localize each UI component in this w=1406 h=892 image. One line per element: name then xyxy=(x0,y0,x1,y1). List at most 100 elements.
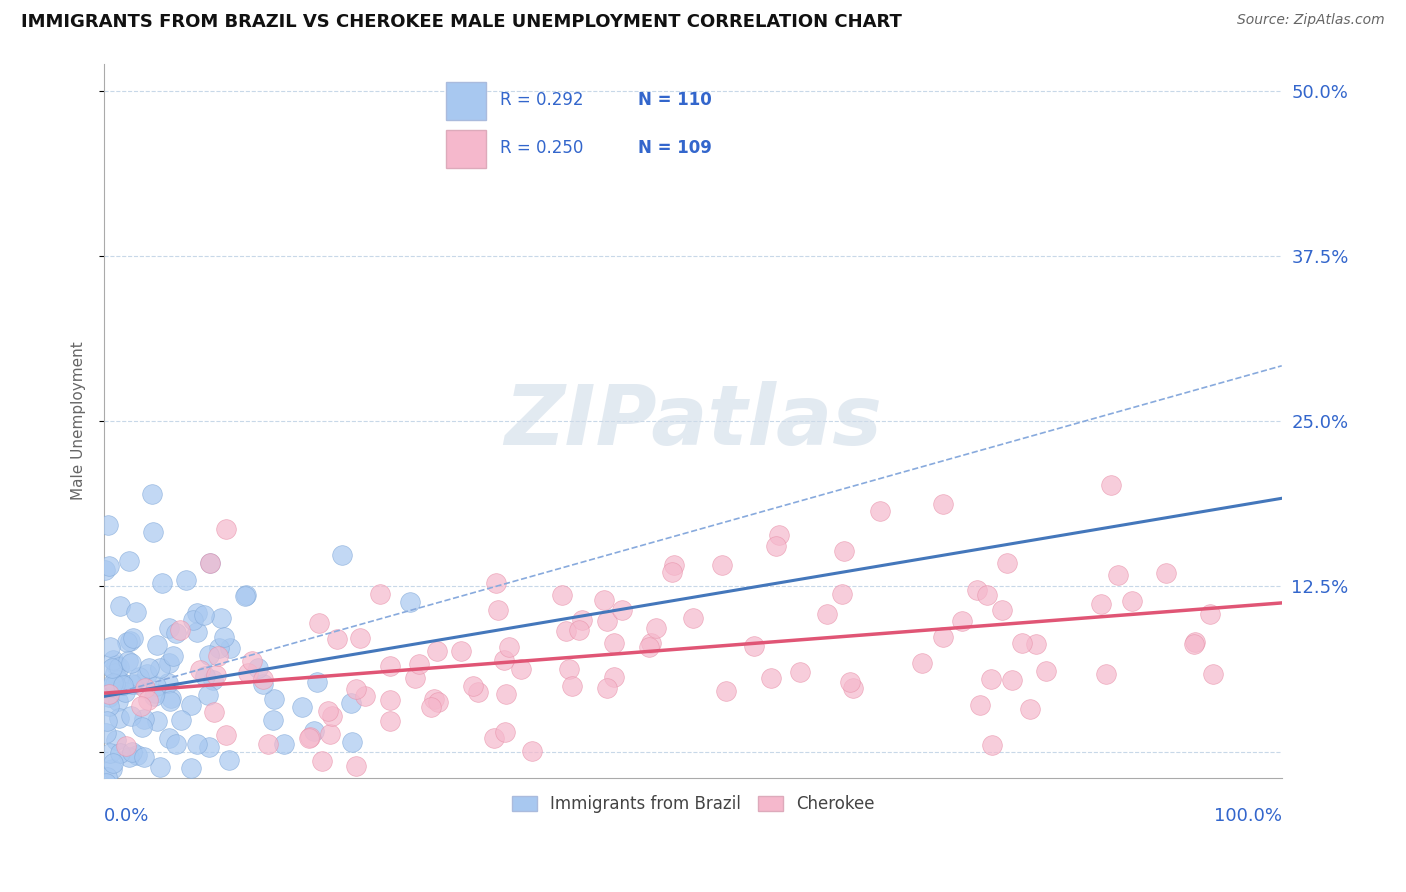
Point xyxy=(461,679,484,693)
Point xyxy=(152,576,174,591)
Point xyxy=(124,786,146,800)
Point xyxy=(204,705,226,719)
Point xyxy=(93,562,115,576)
FancyBboxPatch shape xyxy=(446,82,486,120)
Point xyxy=(682,611,704,625)
Point xyxy=(326,632,349,647)
Point xyxy=(181,613,204,627)
Point xyxy=(118,633,141,648)
Point xyxy=(193,608,215,623)
Point xyxy=(98,746,121,760)
Point xyxy=(197,688,219,702)
Point xyxy=(101,661,124,675)
Point xyxy=(714,684,737,698)
Point xyxy=(1184,635,1206,649)
Point xyxy=(344,759,367,773)
Y-axis label: Male Unemployment: Male Unemployment xyxy=(72,342,86,500)
Point xyxy=(121,745,143,759)
Point xyxy=(97,518,120,533)
Point xyxy=(380,714,402,728)
Text: R = 0.250: R = 0.250 xyxy=(501,139,583,157)
Point xyxy=(768,527,790,541)
Point xyxy=(273,737,295,751)
Point xyxy=(759,671,782,685)
Point xyxy=(869,503,891,517)
Point xyxy=(143,690,166,704)
Point xyxy=(180,698,202,712)
Text: N = 109: N = 109 xyxy=(638,139,713,157)
Point xyxy=(165,738,187,752)
Text: Source: ZipAtlas.com: Source: ZipAtlas.com xyxy=(1237,13,1385,28)
Point xyxy=(118,554,141,568)
Point xyxy=(467,684,489,698)
Point xyxy=(143,686,166,700)
Point xyxy=(186,606,208,620)
Point xyxy=(107,711,129,725)
Point xyxy=(108,746,131,760)
Point xyxy=(344,681,367,696)
Point xyxy=(157,621,180,635)
Point xyxy=(368,587,391,601)
Point xyxy=(742,639,765,653)
Point xyxy=(208,640,231,655)
Point xyxy=(494,725,516,739)
Point xyxy=(976,588,998,602)
Text: 100.0%: 100.0% xyxy=(1213,806,1282,824)
Point xyxy=(98,687,121,701)
Point xyxy=(425,644,447,658)
Point xyxy=(638,640,661,654)
Point xyxy=(640,636,662,650)
Point xyxy=(404,671,426,685)
Point xyxy=(165,626,187,640)
Point xyxy=(662,558,685,572)
Point xyxy=(145,679,167,693)
Point xyxy=(321,709,343,723)
Point xyxy=(595,614,617,628)
Point xyxy=(969,698,991,712)
Point xyxy=(832,544,855,558)
Point xyxy=(710,558,733,573)
Point xyxy=(125,676,148,690)
Point xyxy=(610,603,633,617)
Point xyxy=(298,731,321,745)
Point xyxy=(108,599,131,613)
Point xyxy=(839,675,862,690)
Point xyxy=(1095,667,1118,681)
Point xyxy=(96,770,118,784)
Point xyxy=(645,621,668,635)
Point xyxy=(157,731,180,745)
Point xyxy=(558,662,581,676)
Point xyxy=(494,653,516,667)
Point xyxy=(100,680,122,694)
Point xyxy=(380,658,402,673)
Point xyxy=(550,588,572,602)
Point xyxy=(103,653,125,667)
Point xyxy=(498,640,520,655)
Point xyxy=(128,670,150,684)
Point xyxy=(932,497,955,511)
Point xyxy=(149,760,172,774)
Point xyxy=(96,714,118,728)
Point xyxy=(765,539,787,553)
Point xyxy=(1035,664,1057,678)
Point xyxy=(94,726,117,740)
Point xyxy=(174,574,197,588)
Point xyxy=(991,602,1014,616)
Point xyxy=(94,775,117,789)
Point xyxy=(1018,702,1040,716)
Point xyxy=(100,763,122,777)
Point xyxy=(215,727,238,741)
Point xyxy=(107,673,129,687)
Point xyxy=(510,662,533,676)
Point xyxy=(349,631,371,645)
Point xyxy=(204,668,226,682)
Point xyxy=(815,607,838,622)
Point xyxy=(117,654,139,668)
Point xyxy=(554,624,576,638)
Point xyxy=(1199,607,1222,622)
Point xyxy=(495,687,517,701)
Point xyxy=(316,704,339,718)
Point xyxy=(308,615,330,630)
Point xyxy=(120,657,142,671)
Point xyxy=(305,675,328,690)
